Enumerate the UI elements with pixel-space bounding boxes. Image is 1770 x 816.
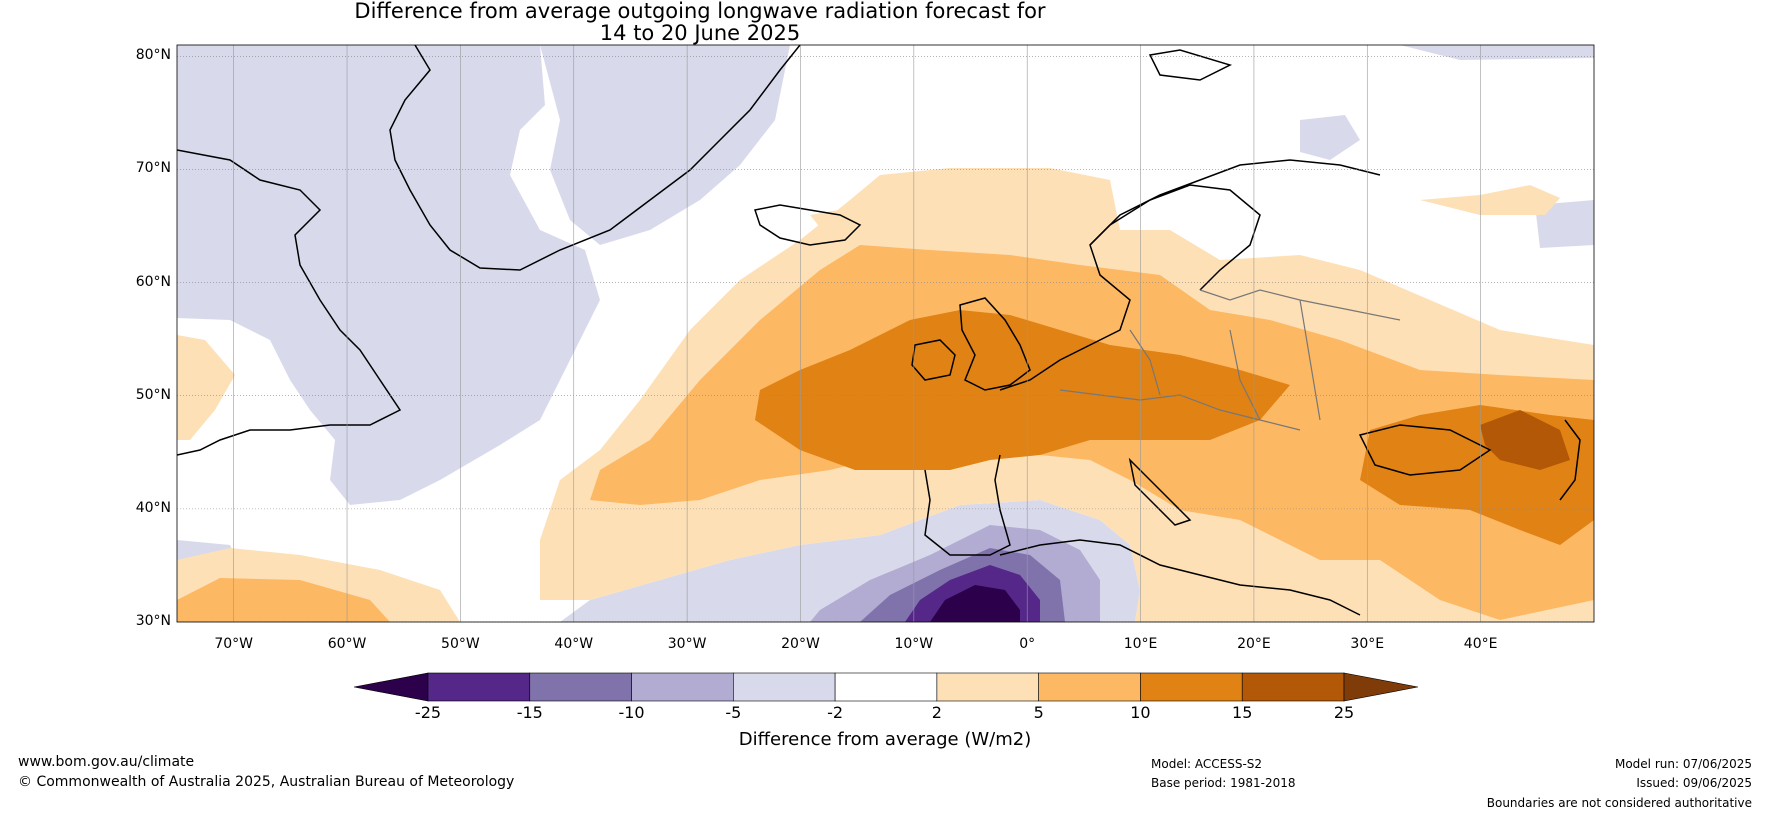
longitude-label: 30°E xyxy=(1350,636,1385,652)
latitude-label: 60°N xyxy=(135,273,171,290)
border-line xyxy=(1129,329,1161,396)
colorbar-tick-label: 10 xyxy=(1130,703,1151,722)
longitude-label: 70°W xyxy=(214,636,253,652)
longitude-label: 40°W xyxy=(554,636,594,652)
colorbar xyxy=(353,672,1419,702)
colorbar-extend-high xyxy=(1343,672,1419,702)
colorbar-tick-label: -25 xyxy=(414,703,442,722)
colorbar-tick-label: 15 xyxy=(1232,703,1253,722)
colorbar-segment xyxy=(631,672,734,702)
coastline-svalbard xyxy=(1148,49,1233,81)
colorbar-segment xyxy=(733,672,836,702)
footer-model: Model: ACCESS-S2 xyxy=(1151,757,1263,771)
coastline-greenland xyxy=(389,45,801,271)
footer-url: www.bom.gov.au/climate xyxy=(18,754,195,770)
longitude-label: 0° xyxy=(1019,636,1036,652)
anomaly-region xyxy=(1420,185,1560,215)
longitude-label: 60°W xyxy=(327,636,367,652)
coastline-scandinavia xyxy=(1089,184,1261,291)
colorbar-segment xyxy=(936,672,1039,702)
coastline-black-sea xyxy=(1358,424,1492,476)
footer-model-run: Model run: 07/06/2025 xyxy=(1614,757,1752,771)
longitude-label: 30°W xyxy=(667,636,707,652)
title-line-2: 14 to 20 June 2025 xyxy=(599,21,801,45)
colorbar-segment xyxy=(1140,672,1243,702)
border-line xyxy=(1199,289,1401,321)
anomaly-region xyxy=(1300,115,1360,160)
anomaly-field xyxy=(177,45,1594,622)
footer-base-period: Base period: 1981-2018 xyxy=(1151,776,1296,790)
longitude-label: 10°E xyxy=(1123,636,1158,652)
latitude-label: 50°N xyxy=(135,386,171,403)
footer-issued: Issued: 09/06/2025 xyxy=(1636,776,1752,790)
longitude-label: 20°W xyxy=(781,636,820,652)
coastline-italy xyxy=(1128,457,1192,526)
anomaly-region xyxy=(177,45,600,505)
footer-copyright: © Commonwealth of Australia 2025, Austra… xyxy=(18,774,515,790)
title-line-1: Difference from average outgoing longwav… xyxy=(354,0,1046,23)
colorbar-tick-label: 5 xyxy=(1033,703,1044,722)
latitude-label: 30°N xyxy=(135,613,171,629)
latitude-label: 70°N xyxy=(135,160,171,177)
anomaly-region xyxy=(1535,200,1594,248)
country-borders xyxy=(1059,289,1401,431)
colorbar-tick-label: 25 xyxy=(1333,703,1355,722)
colorbar-title: Difference from average (W/m2) xyxy=(738,729,1032,750)
colorbar-tick-label: -5 xyxy=(725,703,742,722)
anomaly-region xyxy=(540,45,790,245)
colorbar-tick-label: 2 xyxy=(931,703,942,722)
anomaly-region xyxy=(755,310,1290,470)
map-frame xyxy=(176,44,1595,623)
colorbar-tick-label: -10 xyxy=(618,703,645,722)
coastline-north-africa xyxy=(999,539,1361,616)
colorbar-segment xyxy=(529,672,632,702)
anomaly-region xyxy=(177,578,390,622)
colorbar-tick-label: -15 xyxy=(516,703,543,722)
border-line xyxy=(1229,329,1261,421)
longitude-label: 40°E xyxy=(1463,636,1498,652)
anomaly-region xyxy=(1480,410,1570,470)
latitude-label: 40°N xyxy=(135,499,171,516)
longitude-label: 20°E xyxy=(1237,636,1271,652)
longitude-label: 10°W xyxy=(894,636,934,652)
coastline-great-britain xyxy=(959,297,1031,391)
coastline-canada xyxy=(177,149,402,456)
coastline-caspian xyxy=(1559,419,1581,501)
coastlines xyxy=(177,45,1581,616)
colorbar-segment xyxy=(1038,672,1141,702)
longitude-label: 50°W xyxy=(441,636,480,652)
coastline-ireland xyxy=(911,339,956,381)
latitude-label: 80°N xyxy=(135,47,171,64)
colorbar-segment xyxy=(834,672,938,702)
anomaly-region xyxy=(177,335,235,440)
colorbar-extend-low xyxy=(353,672,429,702)
coastline-iceland xyxy=(754,204,862,246)
coastline-iberia xyxy=(924,454,1011,556)
colorbar-segment xyxy=(427,672,531,702)
footer-disclaimer: Boundaries are not considered authoritat… xyxy=(1486,796,1752,810)
anomaly-region xyxy=(810,208,870,240)
anomaly-region xyxy=(1185,320,1260,345)
colorbar-segment xyxy=(1241,672,1345,702)
border-line xyxy=(1299,299,1321,421)
colorbar-tick-label: -2 xyxy=(827,703,844,722)
anomaly-region xyxy=(930,585,1020,622)
